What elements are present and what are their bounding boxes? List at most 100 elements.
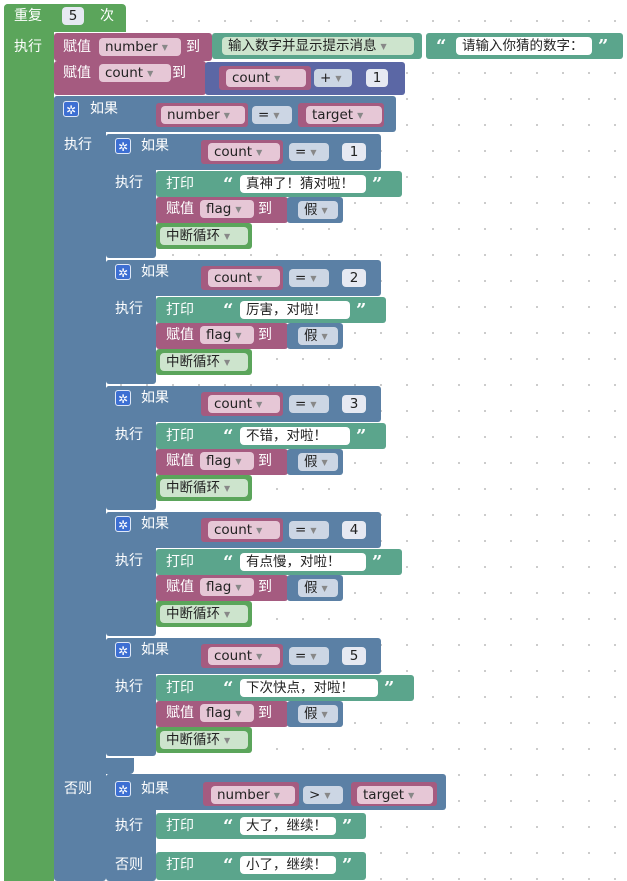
dropdown-arrow-icon: ▼ [310, 526, 317, 535]
prompt-type-dropdown[interactable]: 输入数字并显示提示消息 ▼ [222, 37, 414, 55]
if-block-spine [106, 638, 156, 756]
dropdown-arrow-icon: ▼ [408, 791, 415, 800]
gear-icon[interactable]: ✲ [115, 138, 131, 154]
gear-icon[interactable]: ✲ [115, 516, 131, 532]
variable-dropdown-flag[interactable]: flag ▼ [200, 326, 254, 344]
boolean-value: 假 [304, 706, 318, 722]
close-quote-icon: ” [384, 678, 395, 699]
boolean-dropdown[interactable]: 假 ▼ [298, 327, 338, 345]
variable-dropdown-count[interactable]: count ▼ [208, 647, 280, 665]
print-text-field[interactable]: 真神了！猜对啦！ [240, 175, 366, 193]
dropdown-arrow-icon: ▼ [256, 400, 263, 409]
number-field[interactable]: 2 [342, 269, 366, 287]
dropdown-arrow-icon: ▼ [224, 610, 231, 619]
variable-dropdown-flag[interactable]: flag ▼ [200, 452, 254, 470]
print-text-field[interactable]: 不错，对啦！ [240, 427, 350, 445]
repeat-times-label: 次 [100, 8, 114, 24]
open-quote-icon: “ [223, 174, 234, 195]
break-loop-dropdown[interactable]: 中断循环 ▼ [160, 731, 248, 749]
variable-dropdown-flag[interactable]: flag ▼ [200, 578, 254, 596]
number-field[interactable]: 4 [342, 521, 366, 539]
break-loop-dropdown[interactable]: 中断循环 ▼ [160, 605, 248, 623]
print-text-field[interactable]: 大了，继续！ [240, 817, 336, 835]
variable-dropdown-number[interactable]: number ▼ [211, 786, 295, 804]
compare-operator-dropdown[interactable]: = ▼ [289, 647, 329, 665]
variable-dropdown-count[interactable]: count ▼ [208, 143, 280, 161]
compare-operator-dropdown[interactable]: = ▼ [289, 521, 329, 539]
operator-symbol: = [295, 270, 307, 286]
dropdown-arrow-icon: ▼ [321, 710, 328, 719]
gear-icon[interactable]: ✲ [115, 781, 131, 797]
close-quote-icon: ” [598, 36, 609, 57]
gear-icon[interactable]: ✲ [63, 101, 79, 117]
variable-dropdown-count[interactable]: count ▼ [226, 69, 306, 87]
print-text-field[interactable]: 下次快点，对啦！ [240, 679, 378, 697]
dropdown-arrow-icon: ▼ [256, 526, 263, 535]
print-label: 打印 [166, 554, 194, 570]
if-label: 如果 [141, 516, 169, 532]
compare-operator-dropdown[interactable]: > ▼ [303, 786, 343, 804]
variable-name: count [105, 65, 144, 81]
boolean-value: 假 [304, 202, 318, 218]
operator-symbol: = [295, 648, 307, 664]
operator-symbol: = [295, 144, 307, 160]
break-loop-label: 中断循环 [166, 480, 220, 496]
variable-dropdown-number[interactable]: number ▼ [161, 106, 245, 124]
compare-operator-dropdown[interactable]: = ▼ [289, 269, 329, 287]
boolean-dropdown[interactable]: 假 ▼ [298, 453, 338, 471]
gear-icon[interactable]: ✲ [115, 390, 131, 406]
dropdown-arrow-icon: ▼ [273, 111, 280, 120]
print-text-field[interactable]: 厉害，对啦！ [240, 301, 350, 319]
if-do-label: 执行 [115, 175, 143, 191]
print-text-field[interactable]: 小了，继续！ [240, 856, 336, 874]
number-field[interactable]: 1 [366, 69, 388, 87]
number-field[interactable]: 5 [342, 647, 366, 665]
gear-icon[interactable]: ✲ [115, 264, 131, 280]
print-text-field[interactable]: 有点慢，对啦！ [240, 553, 366, 571]
assign-label: 赋值 [166, 327, 194, 343]
break-loop-dropdown[interactable]: 中断循环 ▼ [160, 353, 248, 371]
gear-icon[interactable]: ✲ [115, 642, 131, 658]
variable-dropdown-count[interactable]: count ▼ [208, 269, 280, 287]
break-loop-dropdown[interactable]: 中断循环 ▼ [160, 479, 248, 497]
variable-dropdown-count[interactable]: count ▼ [208, 395, 280, 413]
operator-symbol: = [295, 522, 307, 538]
compare-operator-dropdown[interactable]: = ▼ [252, 106, 292, 124]
variable-dropdown-count[interactable]: count ▼ [208, 521, 280, 539]
assign-label: 赋值 [166, 705, 194, 721]
prompt-text-field[interactable]: 请输入你猜的数字： [456, 37, 592, 55]
variable-dropdown-number[interactable]: number ▼ [99, 38, 181, 56]
variable-name: flag [206, 579, 232, 595]
number-field[interactable]: 1 [342, 143, 366, 161]
dropdown-arrow-icon: ▼ [273, 791, 280, 800]
variable-dropdown-flag[interactable]: flag ▼ [200, 200, 254, 218]
if-label: 如果 [141, 264, 169, 280]
if-else-inner-spine [106, 774, 156, 881]
variable-dropdown-target[interactable]: target ▼ [357, 786, 433, 804]
variable-dropdown-flag[interactable]: flag ▼ [200, 704, 254, 722]
open-quote-icon: “ [223, 678, 234, 699]
open-quote-icon: “ [223, 426, 234, 447]
repeat-label: 重复 [14, 8, 42, 24]
if-label: 如果 [141, 138, 169, 154]
variable-name: flag [206, 327, 232, 343]
compare-operator-dropdown[interactable]: = ▼ [289, 143, 329, 161]
break-loop-label: 中断循环 [166, 606, 220, 622]
compare-operator-dropdown[interactable]: = ▼ [289, 395, 329, 413]
repeat-times-field[interactable]: 5 [62, 7, 84, 25]
variable-dropdown-count[interactable]: count ▼ [99, 64, 171, 82]
break-loop-label: 中断循环 [166, 228, 220, 244]
variable-dropdown-target[interactable]: target ▼ [306, 106, 382, 124]
dropdown-arrow-icon: ▼ [357, 111, 364, 120]
if-block-spine [106, 386, 156, 510]
boolean-dropdown[interactable]: 假 ▼ [298, 705, 338, 723]
boolean-dropdown[interactable]: 假 ▼ [298, 201, 338, 219]
close-quote-icon: ” [372, 552, 383, 573]
break-loop-dropdown[interactable]: 中断循环 ▼ [160, 227, 248, 245]
number-field[interactable]: 3 [342, 395, 366, 413]
boolean-dropdown[interactable]: 假 ▼ [298, 579, 338, 597]
if-do-label: 执行 [115, 301, 143, 317]
math-operator-dropdown[interactable]: + ▼ [314, 69, 352, 87]
variable-name: count [214, 648, 253, 664]
dropdown-arrow-icon: ▼ [256, 652, 263, 661]
